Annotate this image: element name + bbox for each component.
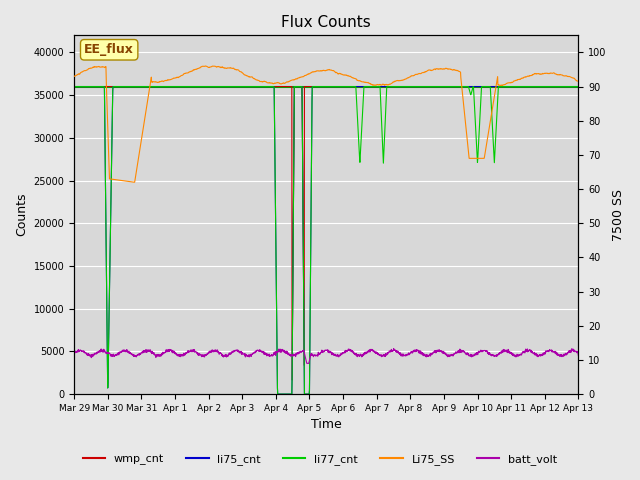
Legend: wmp_cnt, li75_cnt, li77_cnt, Li75_SS, batt_volt: wmp_cnt, li75_cnt, li77_cnt, Li75_SS, ba… (78, 450, 562, 469)
Y-axis label: 7500 SS: 7500 SS (612, 189, 625, 241)
Text: EE_flux: EE_flux (84, 43, 134, 56)
Title: Flux Counts: Flux Counts (282, 15, 371, 30)
Y-axis label: Counts: Counts (15, 193, 28, 237)
X-axis label: Time: Time (311, 419, 342, 432)
